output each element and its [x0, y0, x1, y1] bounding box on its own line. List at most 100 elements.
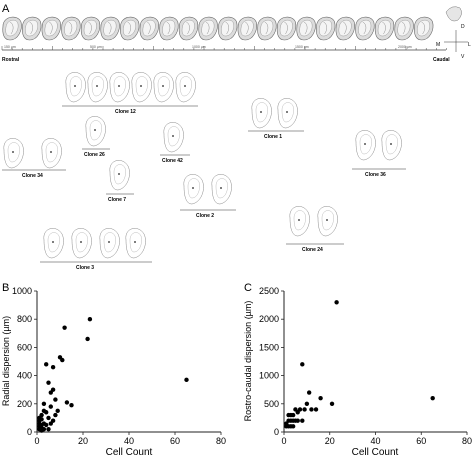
data-point	[60, 357, 65, 363]
y-tick-label: 2500	[259, 286, 279, 296]
data-point	[334, 300, 339, 305]
labelled-cell	[298, 219, 300, 221]
section-inner	[25, 20, 38, 37]
inner-contour	[167, 126, 180, 147]
clone-label: Clone 24	[302, 247, 323, 253]
section-fissure	[343, 21, 347, 35]
outer-contour	[183, 174, 204, 205]
brain-section	[198, 16, 218, 41]
brain-section	[394, 16, 414, 41]
brain-section	[374, 16, 395, 41]
labelled-cell	[50, 151, 52, 153]
section-outline	[41, 138, 62, 169]
labelled-cell	[134, 241, 136, 243]
section-fissure	[284, 21, 288, 35]
outer-contour	[65, 72, 86, 103]
section-inner	[260, 20, 274, 37]
brain-section	[178, 16, 199, 41]
data-point	[290, 424, 296, 429]
lateral-label: L	[468, 42, 471, 48]
inner-contour	[187, 178, 200, 199]
data-point	[62, 325, 67, 330]
clone-group: Clone 42	[160, 122, 190, 164]
section-outline	[3, 138, 24, 169]
clone-group: Clone 3	[40, 228, 152, 271]
section-outline	[109, 72, 130, 103]
x-tick-label: 20	[325, 436, 335, 446]
inner-contour	[255, 102, 268, 123]
inner-contour	[321, 210, 334, 231]
section-fissure	[225, 21, 229, 35]
labelled-cell	[94, 129, 96, 131]
x-tick-label: 80	[216, 436, 226, 446]
data-point	[44, 422, 49, 428]
x-axis-title: Cell Count	[352, 447, 399, 456]
data-point	[41, 426, 47, 432]
labelled-cell	[390, 143, 392, 145]
clone-group: Clone 26	[82, 116, 110, 158]
y-axis-title: Rostro-caudal dispersion (µm)	[243, 301, 253, 422]
brain-section	[237, 16, 257, 41]
section-inner	[142, 20, 156, 37]
section-inner	[358, 20, 372, 37]
data-point	[430, 395, 435, 401]
data-point	[53, 412, 58, 418]
section-outline	[355, 130, 376, 161]
section-fissure	[127, 21, 131, 35]
inner-contour	[281, 102, 294, 123]
section-outline	[109, 160, 130, 191]
inner-contour	[75, 232, 88, 253]
outer-contour	[289, 206, 310, 237]
clone-group: Clone 2	[180, 174, 236, 219]
data-point	[304, 401, 310, 406]
x-tick-label: 60	[170, 436, 180, 446]
inner-contour	[129, 232, 142, 253]
caudal-label: Caudal	[433, 57, 450, 63]
ruler-tick-label: 1000 µm	[192, 45, 206, 49]
section-outline	[211, 174, 232, 205]
clone-label: Clone 1	[264, 134, 282, 140]
brain-section	[257, 16, 277, 41]
clone-label: Clone 3	[76, 265, 94, 271]
section-fissure	[421, 21, 425, 35]
section-fissure	[382, 21, 386, 35]
scatter-plot-b: Cell Count Radial dispersion (µm) 0 20 40 6…	[1, 286, 226, 456]
section-outline	[317, 206, 338, 237]
data-point	[41, 401, 47, 406]
labelled-cell	[172, 135, 174, 137]
section-inner	[44, 20, 58, 37]
section-inner	[83, 20, 97, 37]
ruler-tick-label: 500 µm	[90, 45, 102, 49]
data-point	[318, 395, 323, 401]
section-inner	[377, 20, 391, 37]
brain-section	[276, 16, 297, 41]
labelled-cell	[80, 241, 82, 243]
section-inner	[201, 20, 215, 37]
clone-label: Clone 26	[84, 152, 105, 158]
outer-contour	[131, 72, 152, 103]
clone-label: Clone 7	[108, 197, 126, 203]
section-fissure	[401, 21, 406, 35]
outer-contour	[87, 72, 108, 103]
section-fissure	[49, 21, 53, 35]
data-point	[184, 377, 189, 383]
orientation-key: D M L V	[436, 6, 471, 60]
section-outline	[99, 228, 120, 259]
clone-label: Clone 34	[22, 173, 43, 179]
data-point	[329, 401, 335, 406]
labelled-cell	[140, 85, 142, 87]
clone-group: Clone 1	[248, 98, 304, 140]
section-outline	[277, 98, 298, 129]
clone-group: Clone 36	[352, 130, 406, 178]
outer-contour	[71, 228, 92, 259]
outer-contour	[125, 228, 146, 259]
data-point	[69, 403, 74, 408]
brain-section	[218, 16, 238, 41]
section-strip	[2, 16, 434, 41]
inner-contour	[45, 142, 58, 163]
labelled-cell	[162, 85, 164, 87]
data-point	[295, 418, 300, 423]
panel-b-label: B	[2, 282, 9, 294]
labelled-cell	[220, 187, 222, 189]
